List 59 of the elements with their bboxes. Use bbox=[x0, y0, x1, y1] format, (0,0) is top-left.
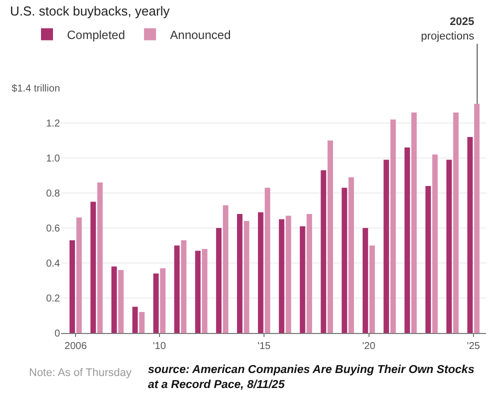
bar bbox=[328, 140, 334, 333]
bar bbox=[369, 246, 375, 333]
bar bbox=[237, 214, 242, 333]
bar bbox=[90, 202, 96, 333]
bar bbox=[384, 160, 390, 333]
y-tick-label: 0.2 bbox=[46, 294, 60, 304]
y-tick-label: 0.8 bbox=[46, 188, 60, 200]
bar bbox=[342, 188, 348, 333]
bar bbox=[306, 214, 312, 333]
bar bbox=[202, 249, 208, 333]
y-tick-label: 0.6 bbox=[46, 224, 60, 234]
bar bbox=[264, 188, 270, 333]
bar bbox=[153, 274, 159, 333]
bar bbox=[425, 186, 431, 333]
bar bbox=[320, 170, 326, 333]
legend-label: Announced bbox=[170, 28, 231, 42]
bar bbox=[432, 154, 438, 333]
bar bbox=[244, 221, 250, 333]
chart-title: U.S. stock buybacks, yearly bbox=[10, 3, 170, 18]
bar bbox=[278, 219, 284, 333]
text: Note: As of Thursday bbox=[29, 367, 132, 379]
bar bbox=[222, 205, 228, 333]
x-tick-label: '10 bbox=[152, 341, 166, 352]
bar bbox=[181, 240, 186, 333]
x-tick-label: 2006 bbox=[64, 341, 88, 352]
bar bbox=[216, 228, 222, 333]
bar bbox=[300, 226, 306, 333]
source-note: source: American Companies Are Buying Their Own Stocks at a Record Pace, 8/11/25 bbox=[148, 364, 474, 391]
bar bbox=[390, 120, 396, 333]
bar bbox=[97, 182, 103, 333]
bar bbox=[76, 218, 82, 333]
bar bbox=[348, 177, 354, 333]
bar bbox=[258, 212, 264, 333]
bar bbox=[446, 160, 452, 333]
y-tick-label: 0.4 bbox=[46, 258, 60, 270]
bar bbox=[195, 250, 201, 333]
bar bbox=[411, 112, 417, 333]
bar bbox=[139, 312, 145, 333]
bar bbox=[474, 104, 480, 333]
bar bbox=[362, 228, 368, 333]
legend-label: Completed bbox=[67, 28, 126, 42]
y-tick-label: 1.2 bbox=[46, 118, 60, 130]
bar bbox=[160, 268, 166, 333]
bar bbox=[132, 306, 138, 333]
bar bbox=[118, 270, 124, 333]
annotation: 2025 projections bbox=[421, 16, 475, 42]
bar bbox=[453, 112, 459, 333]
bar bbox=[404, 148, 410, 333]
x-tick-label: '20 bbox=[362, 341, 376, 352]
bar bbox=[70, 240, 75, 333]
y-tick-label: 1.0 bbox=[46, 154, 60, 164]
x-tick-label: '15 bbox=[258, 341, 272, 352]
bar bbox=[286, 216, 292, 333]
y-tick-label: 0 bbox=[54, 328, 60, 340]
bar bbox=[111, 266, 117, 333]
y-tick-label: $1.4 trillion bbox=[12, 84, 60, 94]
bar bbox=[174, 246, 180, 333]
x-tick-label: '25 bbox=[466, 341, 480, 352]
bar bbox=[467, 137, 473, 333]
